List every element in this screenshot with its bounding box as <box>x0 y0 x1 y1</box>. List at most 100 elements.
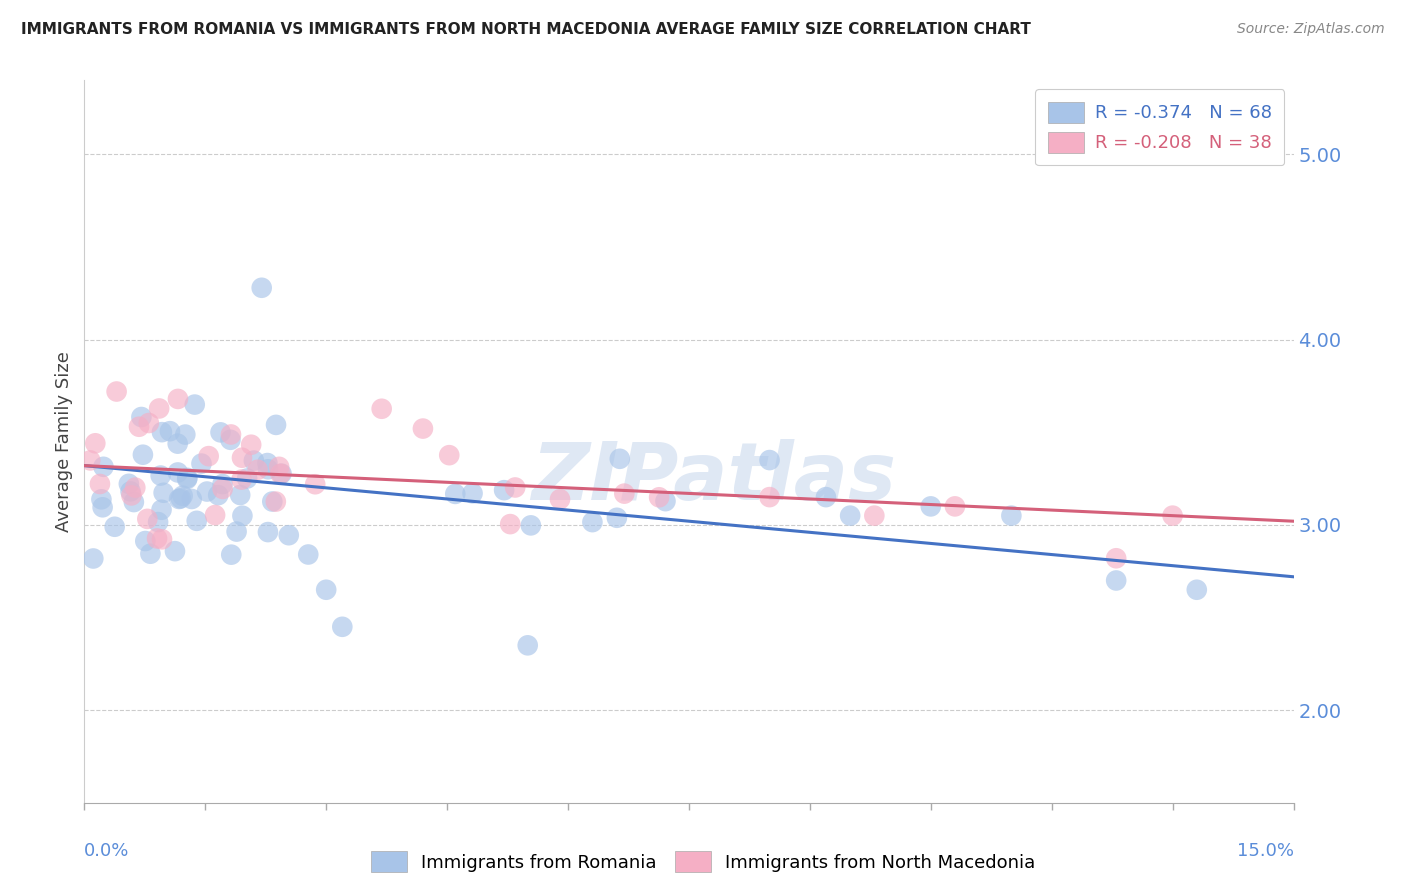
Point <box>104 520 127 534</box>
Point <box>863 508 886 523</box>
Point <box>166 466 188 480</box>
Point <box>1185 582 1208 597</box>
Point <box>499 517 522 532</box>
Point <box>176 472 198 486</box>
Point <box>839 508 862 523</box>
Point <box>315 582 337 597</box>
Point <box>264 417 287 432</box>
Point <box>548 492 571 507</box>
Point <box>209 425 232 440</box>
Point <box>79 453 101 467</box>
Point <box>149 468 172 483</box>
Point <box>257 525 280 540</box>
Point <box>134 534 156 549</box>
Point <box>176 471 198 485</box>
Point <box>225 524 247 539</box>
Point <box>90 492 112 507</box>
Point <box>304 477 326 491</box>
Point <box>136 512 159 526</box>
Point <box>93 459 115 474</box>
Point <box>609 451 631 466</box>
Point <box>229 488 252 502</box>
Point <box>250 281 273 295</box>
Point <box>1105 551 1128 566</box>
Point <box>256 456 278 470</box>
Point <box>150 502 173 516</box>
Point <box>152 485 174 500</box>
Point <box>159 424 181 438</box>
Text: IMMIGRANTS FROM ROMANIA VS IMMIGRANTS FROM NORTH MACEDONIA AVERAGE FAMILY SIZE C: IMMIGRANTS FROM ROMANIA VS IMMIGRANTS FR… <box>21 22 1031 37</box>
Point <box>606 510 628 524</box>
Point <box>186 514 208 528</box>
Point <box>943 500 966 514</box>
Point <box>166 436 188 450</box>
Point <box>138 416 160 430</box>
Point <box>146 532 169 546</box>
Point <box>120 484 142 499</box>
Point <box>172 489 194 503</box>
Point <box>89 477 111 491</box>
Point <box>163 544 186 558</box>
Point <box>231 450 253 465</box>
Point <box>494 483 516 498</box>
Point <box>139 547 162 561</box>
Point <box>516 638 538 652</box>
Point <box>150 533 173 547</box>
Y-axis label: Average Family Size: Average Family Size <box>55 351 73 532</box>
Point <box>207 488 229 502</box>
Legend: Immigrants from Romania, Immigrants from North Macedonia: Immigrants from Romania, Immigrants from… <box>361 842 1045 881</box>
Point <box>118 476 141 491</box>
Text: 0.0%: 0.0% <box>84 842 129 860</box>
Point <box>758 453 780 467</box>
Point <box>439 448 461 462</box>
Point <box>444 487 467 501</box>
Point <box>370 401 392 416</box>
Point <box>246 463 269 477</box>
Point <box>1105 574 1128 588</box>
Point <box>174 427 197 442</box>
Point <box>120 488 142 502</box>
Point <box>122 495 145 509</box>
Point <box>1161 508 1184 523</box>
Point <box>148 401 170 416</box>
Point <box>190 457 212 471</box>
Point <box>297 548 319 562</box>
Point <box>240 438 263 452</box>
Point <box>180 491 202 506</box>
Point <box>195 484 218 499</box>
Point <box>920 500 942 514</box>
Point <box>269 467 291 481</box>
Point <box>277 528 299 542</box>
Legend: R = -0.374   N = 68, R = -0.208   N = 38: R = -0.374 N = 68, R = -0.208 N = 38 <box>1035 89 1285 165</box>
Point <box>146 515 169 529</box>
Point <box>270 467 292 481</box>
Point <box>128 419 150 434</box>
Point <box>184 398 207 412</box>
Point <box>814 490 837 504</box>
Point <box>167 392 190 406</box>
Point <box>219 548 242 562</box>
Point <box>132 448 155 462</box>
Point <box>124 481 146 495</box>
Point <box>1000 508 1022 523</box>
Point <box>197 449 219 463</box>
Point <box>503 481 526 495</box>
Point <box>581 515 603 529</box>
Point <box>648 490 671 504</box>
Point <box>613 486 636 500</box>
Point <box>412 421 434 435</box>
Point <box>170 491 193 506</box>
Point <box>264 494 287 508</box>
Point <box>262 494 284 508</box>
Point <box>257 462 280 476</box>
Point <box>150 425 173 439</box>
Text: ZIPatlas: ZIPatlas <box>530 439 896 516</box>
Point <box>461 486 484 500</box>
Point <box>219 427 242 442</box>
Point <box>231 508 253 523</box>
Point <box>654 494 676 508</box>
Point <box>231 473 253 487</box>
Point <box>105 384 128 399</box>
Point <box>211 477 233 491</box>
Text: Source: ZipAtlas.com: Source: ZipAtlas.com <box>1237 22 1385 37</box>
